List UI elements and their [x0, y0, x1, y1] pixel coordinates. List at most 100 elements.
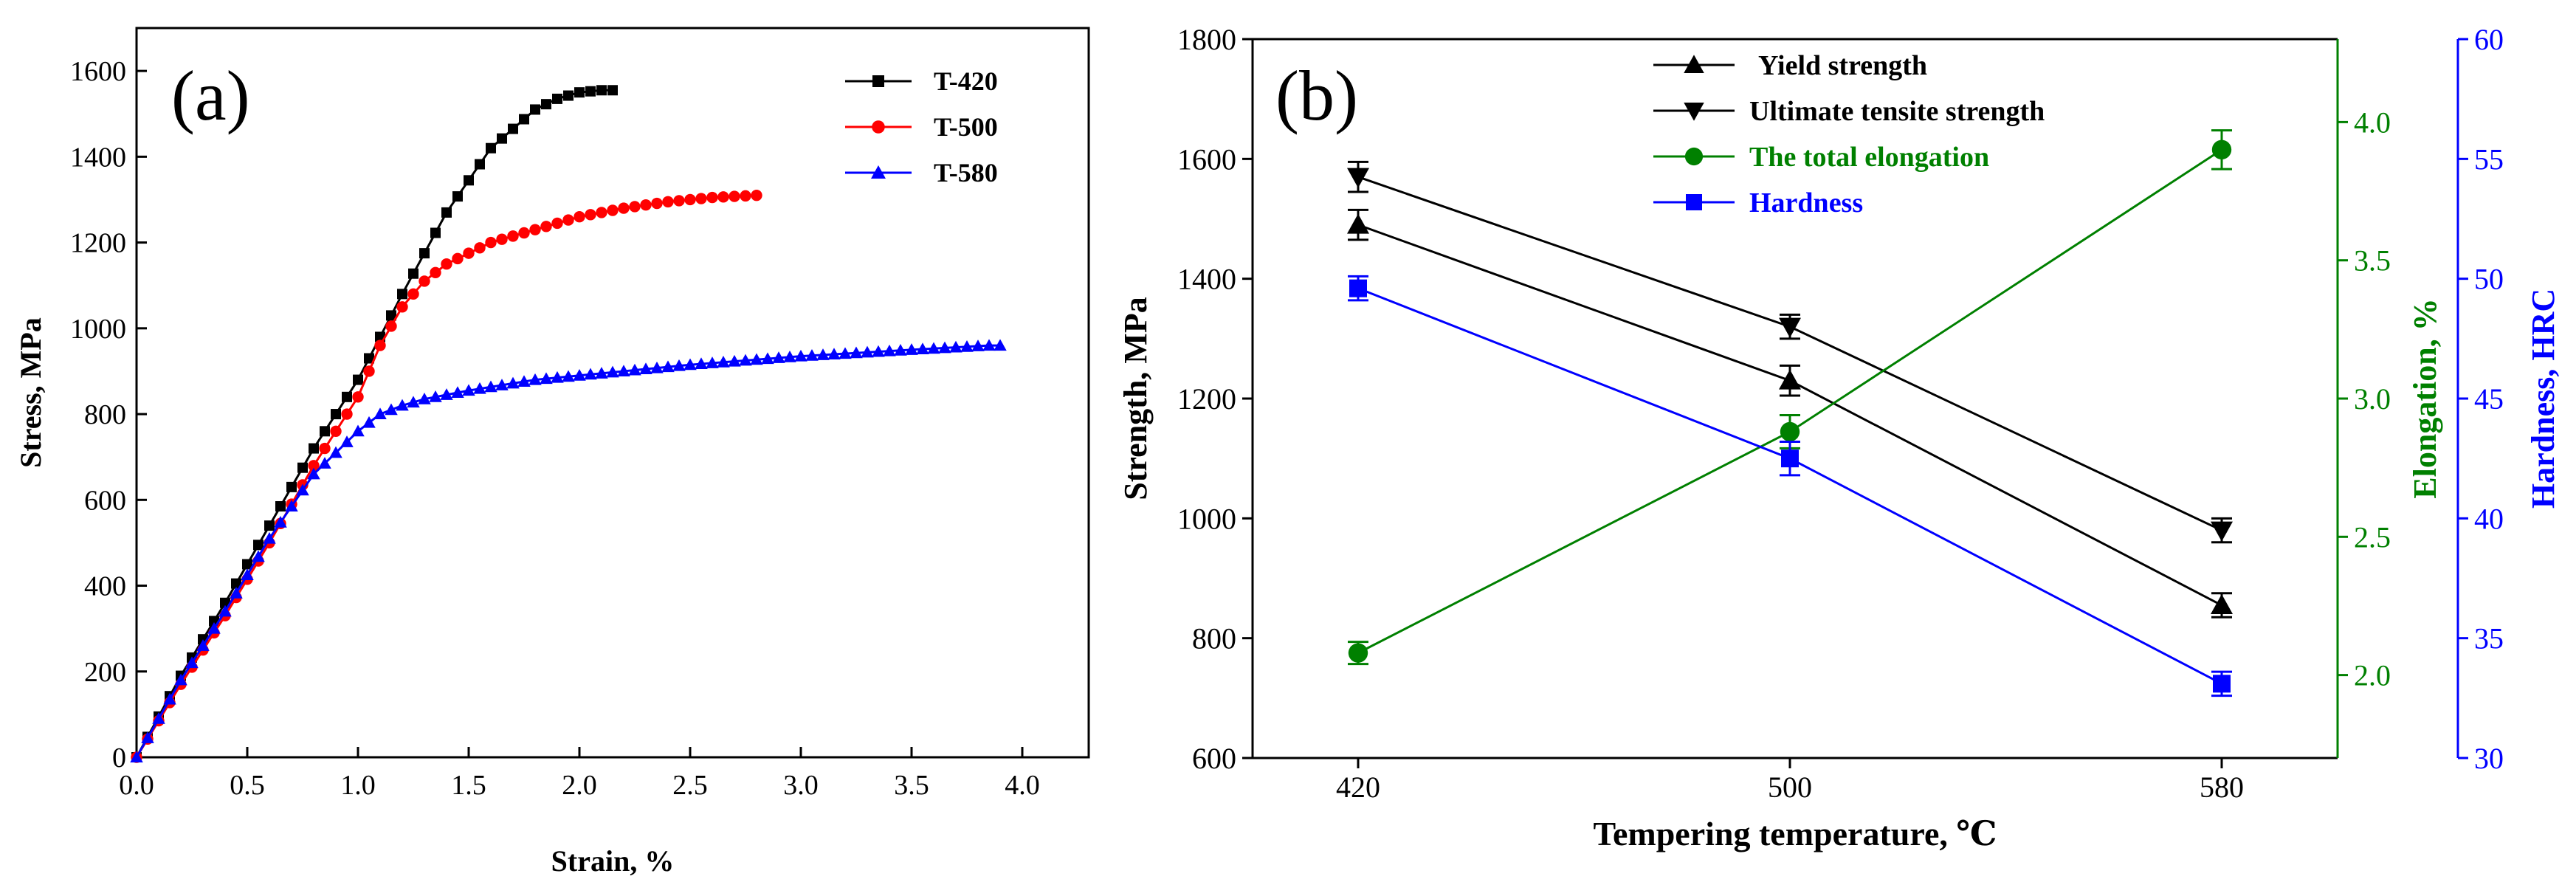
data-point: [905, 343, 918, 355]
data-point: [474, 242, 486, 254]
data-point: [772, 351, 785, 363]
data-point: [452, 252, 464, 265]
legend-label: Hardness: [1749, 187, 1863, 218]
data-point: [396, 301, 408, 313]
series-The total elongation: [1348, 129, 2232, 666]
data-point: [729, 190, 740, 202]
data-point: [363, 365, 375, 377]
data-point: [385, 403, 398, 416]
data-point: [242, 559, 252, 570]
legend-marker: [872, 75, 884, 87]
data-point: [396, 399, 409, 411]
x-tick-label: 2.5: [672, 770, 708, 801]
series-line: [135, 344, 1000, 758]
data-point: [805, 348, 819, 361]
x-tick-label: 1.5: [451, 770, 486, 801]
data-point: [816, 348, 830, 360]
y-tick-label: 600: [1192, 742, 1236, 775]
data-point: [971, 340, 985, 351]
data-point: [297, 462, 308, 473]
data-point: [629, 201, 641, 213]
data-point: [452, 191, 463, 202]
hardness-tick-label: 40: [2474, 502, 2504, 535]
data-point: [341, 408, 353, 420]
y-tick-label: 1400: [70, 142, 126, 173]
data-point: [794, 349, 807, 362]
data-point: [2213, 675, 2231, 693]
data-point: [883, 344, 896, 356]
y-tick-label: 0: [112, 743, 126, 774]
data-point: [463, 247, 475, 259]
x-tick-label: 500: [1768, 771, 1812, 804]
data-point: [563, 90, 574, 101]
data-point: [342, 391, 352, 402]
data-point: [430, 266, 441, 278]
data-point: [340, 435, 354, 447]
data-point: [274, 516, 287, 528]
elongation-tick-label: 2.0: [2354, 659, 2391, 692]
data-point: [218, 604, 232, 617]
data-point: [628, 363, 641, 376]
data-point: [528, 373, 542, 385]
series-T-500: [131, 189, 762, 763]
data-point: [485, 236, 497, 249]
data-point: [551, 217, 563, 230]
x-tick-label: 580: [2200, 771, 2244, 804]
data-point: [1347, 168, 1369, 188]
data-point: [827, 348, 841, 359]
data-point: [639, 362, 652, 375]
data-point: [308, 460, 320, 472]
data-point: [562, 214, 574, 226]
data-point: [486, 142, 496, 154]
y-tick-label: 1600: [1177, 142, 1236, 176]
y-tick-label: 1800: [1177, 23, 1236, 56]
data-point: [529, 224, 541, 235]
legend-label: Yield strength: [1758, 50, 1927, 81]
data-point: [761, 352, 774, 365]
data-point: [960, 340, 974, 352]
data-point: [673, 195, 685, 207]
legend-item: Hardness: [1653, 187, 1863, 218]
elongation-tick-label: 3.5: [2354, 244, 2391, 278]
legend-marker: [871, 165, 886, 179]
data-point: [296, 483, 309, 496]
data-point: [740, 190, 751, 202]
data-point: [993, 339, 1007, 351]
data-point: [695, 357, 708, 370]
x-tick-label: 4.0: [1005, 770, 1040, 801]
data-point: [440, 388, 453, 400]
data-point: [429, 390, 442, 402]
series-Ultimate tensite strength: [1347, 160, 2233, 544]
data-point: [320, 426, 330, 437]
data-point: [706, 356, 719, 368]
legend-item: T-420: [845, 66, 998, 96]
data-point: [329, 446, 342, 458]
data-point: [640, 199, 652, 211]
data-point: [241, 568, 254, 580]
data-point: [2211, 594, 2233, 615]
hardness-tick-label: 30: [2474, 742, 2504, 775]
data-point: [982, 339, 996, 351]
data-point: [285, 500, 298, 512]
data-point: [683, 358, 697, 371]
data-point: [728, 354, 741, 367]
series-line: [1357, 148, 2222, 654]
elongation-tick-label: 4.0: [2354, 106, 2391, 139]
data-point: [551, 371, 564, 383]
data-point: [207, 621, 221, 634]
data-point: [353, 374, 363, 385]
y-tick-label: 1200: [1177, 382, 1236, 416]
data-point: [1780, 421, 1800, 442]
series-T-580: [130, 339, 1007, 762]
x-axis-label: Tempering temperature, ℃: [1594, 815, 1997, 852]
data-point: [351, 424, 365, 437]
data-point: [607, 204, 619, 216]
data-point: [519, 114, 529, 125]
data-point: [585, 86, 596, 97]
elongation-tick-label: 3.0: [2354, 382, 2391, 416]
data-point: [484, 380, 497, 393]
series-line: [1357, 176, 2222, 531]
legend-marker: [1684, 103, 1704, 121]
data-point: [309, 443, 319, 454]
